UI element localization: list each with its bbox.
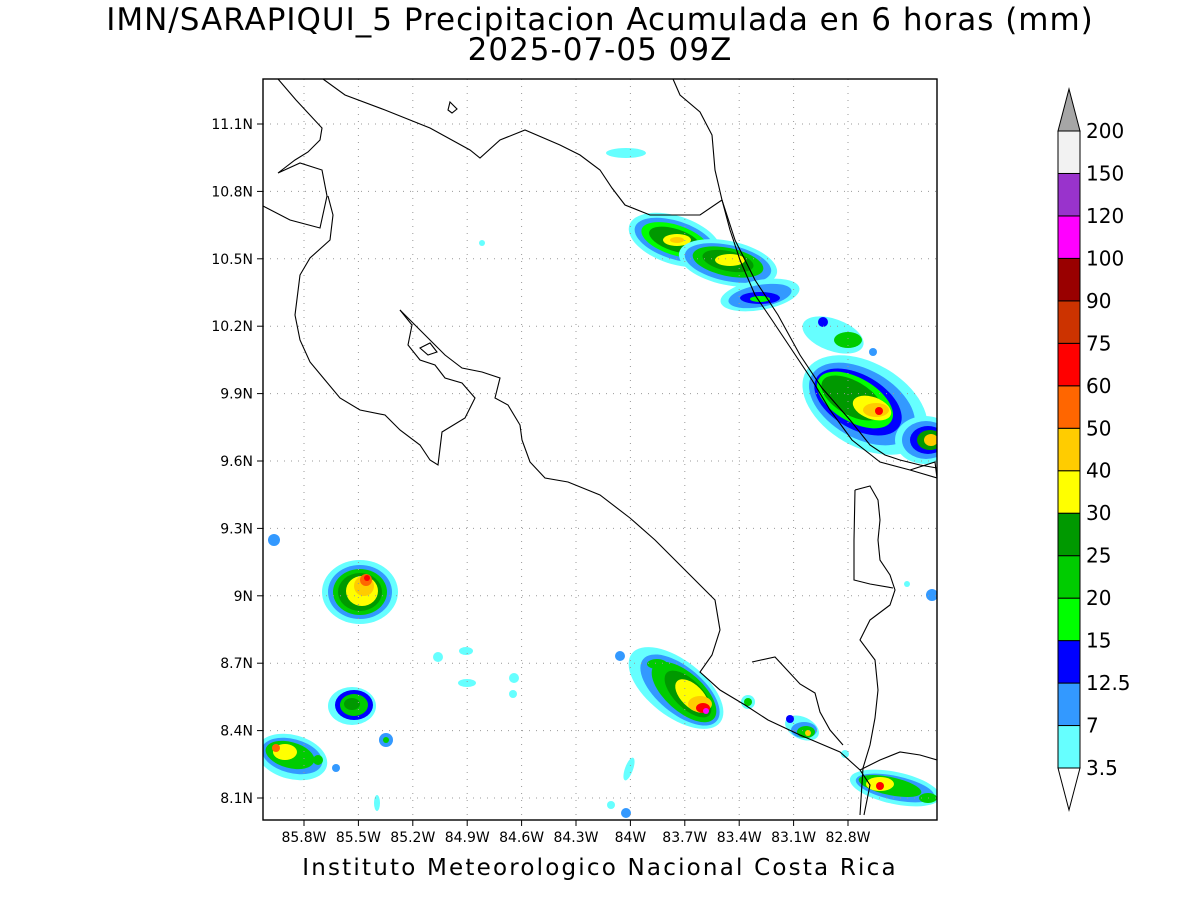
credit-text: Instituto Meteorologico Nacional Costa R… [302, 855, 898, 881]
rain-cell-southwest-3 [263, 733, 340, 781]
rain-cell-southwest-1 [322, 560, 398, 624]
colorbar-swatch [1057, 215, 1081, 259]
rain-cell-south-east-2 [849, 769, 937, 807]
lon-tick-label: 84.6W [499, 830, 544, 846]
colorbar: 3.5 7 12.5 15 20 25 30 40 50 60 75 90 100 120 150 200 [1057, 87, 1131, 812]
lat-tick-label: 10.2N [211, 319, 253, 335]
colorbar-swatch [1057, 725, 1081, 769]
lat-tick-label: 11.1N [211, 117, 253, 133]
panama-east-coast [853, 489, 894, 589]
rain-cell-south-east-1 [785, 715, 819, 741]
map-subtitle-datetime: 2025-07-05 09Z [467, 32, 733, 68]
colorbar-label: 15 [1086, 629, 1111, 653]
lon-tick-label: 83.7W [662, 830, 707, 846]
rain-cell-southwest-2 [328, 687, 393, 747]
lon-tick-label: 82.8W [825, 830, 870, 846]
colorbar-label: 20 [1086, 586, 1111, 610]
caribbean-coast [721, 199, 937, 479]
lat-tick-label: 9.6N [220, 454, 253, 470]
nicoya-peninsula [294, 195, 476, 466]
colorbar-swatch [1057, 597, 1081, 642]
colorbar-label: 75 [1086, 331, 1111, 355]
precipitation-field [263, 148, 937, 818]
lake-nicaragua [447, 100, 458, 114]
rain-cell-north-2 [678, 239, 778, 287]
colorbar-label: 60 [1086, 374, 1111, 398]
colorbar-below-triangle [1057, 767, 1081, 812]
rain-cell-south-central [628, 647, 724, 729]
north-border-line [322, 79, 723, 216]
colorbar-swatch [1057, 555, 1081, 599]
lon-tick-label: 85.5W [336, 830, 381, 846]
lon-tick-label: 84.3W [553, 830, 598, 846]
colorbar-label: 120 [1086, 204, 1124, 228]
colorbar-swatch [1057, 427, 1081, 472]
colorbar-swatch [1057, 385, 1081, 429]
colorbar-swatch [1057, 470, 1081, 514]
rain-cell-north-5 [802, 355, 928, 455]
lon-tick-label: 84.9W [445, 830, 490, 846]
colorbar-label: 25 [1086, 544, 1111, 568]
colorbar-swatch [1057, 172, 1081, 217]
colorbar-swatch [1057, 682, 1081, 727]
rain-cell-north-6 [895, 416, 937, 464]
osa-peninsula [751, 656, 844, 746]
lon-tick-label: 85.2W [390, 830, 435, 846]
colorbar-label: 50 [1086, 416, 1111, 440]
colorbar-swatch [1057, 640, 1081, 684]
lat-tick-label: 9.9N [220, 387, 253, 403]
panama-pacific-coast [859, 751, 937, 771]
pacific-coast-central [399, 309, 871, 816]
border-line-east [721, 199, 937, 469]
colorbar-swatch [1057, 257, 1081, 302]
rain-scattered-cells [268, 240, 937, 818]
rain-cell-small [606, 148, 646, 158]
colorbar-swatch [1057, 300, 1081, 344]
bocas-del-toro [909, 461, 937, 479]
map-title: IMN/SARAPIQUI_5 Precipitacion Acumulada … [106, 2, 1094, 38]
rain-cell-north-3 [720, 278, 800, 312]
graticule [263, 79, 937, 820]
colorbar-swatch [1057, 130, 1081, 174]
coastlines [263, 79, 937, 816]
colorbar-label: 3.5 [1086, 756, 1118, 780]
gulf-of-nicoya-island [419, 342, 438, 356]
rain-cell-north-4 [802, 316, 877, 356]
lat-tick-label: 8.4N [220, 724, 253, 740]
lon-tick-label: 83.1W [771, 830, 816, 846]
lon-tick-label: 83.4W [717, 830, 762, 846]
lat-tick-label: 8.7N [220, 656, 253, 672]
colorbar-label: 100 [1086, 246, 1124, 270]
lon-tick-label: 84W [615, 830, 647, 846]
colorbar-label: 30 [1086, 501, 1111, 525]
colorbar-label: 12.5 [1086, 671, 1131, 695]
panama-border [854, 485, 896, 816]
colorbar-swatch [1057, 512, 1081, 557]
colorbar-label: 150 [1086, 161, 1124, 185]
plot-frame [262, 78, 938, 821]
axes: 11.1N 10.8N 10.5N 10.2N 9.9N 9.6N 9.3N 9N 8.7N 8.… [211, 117, 870, 846]
rain-cell-north-1 [628, 212, 722, 268]
colorbar-label: 90 [1086, 289, 1111, 313]
lat-tick-label: 8.1N [220, 791, 253, 807]
colorbar-swatch [1057, 342, 1081, 387]
colorbar-label: 7 [1086, 714, 1099, 738]
nicaragua-border [263, 79, 328, 229]
lat-tick-label: 10.5N [211, 252, 253, 268]
lon-tick-label: 85.8W [281, 830, 326, 846]
colorbar-label: 200 [1086, 119, 1124, 143]
lat-tick-label: 10.8N [211, 184, 253, 200]
colorbar-label: 40 [1086, 459, 1111, 483]
colorbar-above-triangle [1057, 87, 1081, 132]
lat-tick-label: 9.3N [220, 521, 253, 537]
lat-tick-label: 9N [234, 589, 253, 605]
